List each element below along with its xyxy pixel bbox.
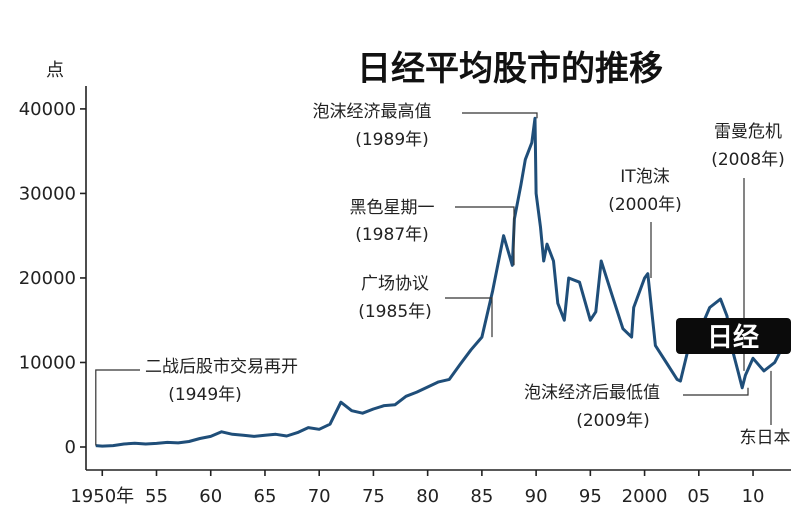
x-tick-label: 55 (145, 486, 168, 507)
x-tick-label: 1950年 (70, 486, 134, 507)
annotation-label: 泡沫经济最高值 (313, 102, 432, 122)
annotation-label: 广场协议 (361, 274, 429, 294)
annotation-label: 二战后股市交易再开 (145, 357, 298, 377)
annotation-sublabel: (2000年) (608, 195, 682, 215)
annotation-sublabel: (2008年) (711, 150, 785, 170)
annotation-label: 黑色星期一 (350, 198, 435, 218)
x-tick-label: 85 (470, 486, 493, 507)
y-tick-label: 40000 (19, 99, 76, 120)
x-tick-label: 70 (308, 486, 331, 507)
series-line (95, 116, 787, 448)
x-tick-label: 2000 (622, 486, 668, 507)
annotation-label: 雷曼危机 (714, 122, 782, 142)
x-tick-label: 75 (362, 486, 385, 507)
x-tick-label: 10 (742, 486, 765, 507)
y-tick-label: 0 (65, 437, 76, 458)
watermark-logo (676, 318, 791, 354)
x-tick-label: 90 (525, 486, 548, 507)
x-tick-label: 05 (687, 486, 710, 507)
y-tick-label: 20000 (19, 268, 76, 289)
x-tick-label: 95 (579, 486, 602, 507)
x-tick-label: 80 (416, 486, 439, 507)
annotation-label: 东日本 (740, 428, 791, 448)
watermark-text: 日经 (707, 322, 759, 353)
y-tick-label: 30000 (19, 183, 76, 204)
annotation-leader (455, 206, 515, 266)
annotation-sublabel: (1949年) (168, 385, 242, 405)
annotation-sublabel: (2009年) (576, 411, 650, 431)
annotation-sublabel: (1989年) (355, 130, 429, 150)
annotation-leader (462, 112, 538, 119)
annotation-leader (683, 387, 749, 396)
annotation-leader (95, 369, 140, 446)
y-tick-label: 10000 (19, 352, 76, 373)
annotation-leader (445, 297, 493, 338)
annotation-label: 泡沫经济后最低值 (524, 383, 660, 403)
annotation-sublabel: (1985年) (358, 302, 432, 322)
annotation-sublabel: (1987年) (355, 225, 429, 245)
annotation-label: IT泡沫 (620, 167, 669, 187)
x-tick-label: 60 (199, 486, 222, 507)
y-axis-unit: 点 (46, 60, 64, 81)
chart-title: 日经平均股市的推移 (357, 49, 663, 89)
x-tick-label: 65 (254, 486, 277, 507)
